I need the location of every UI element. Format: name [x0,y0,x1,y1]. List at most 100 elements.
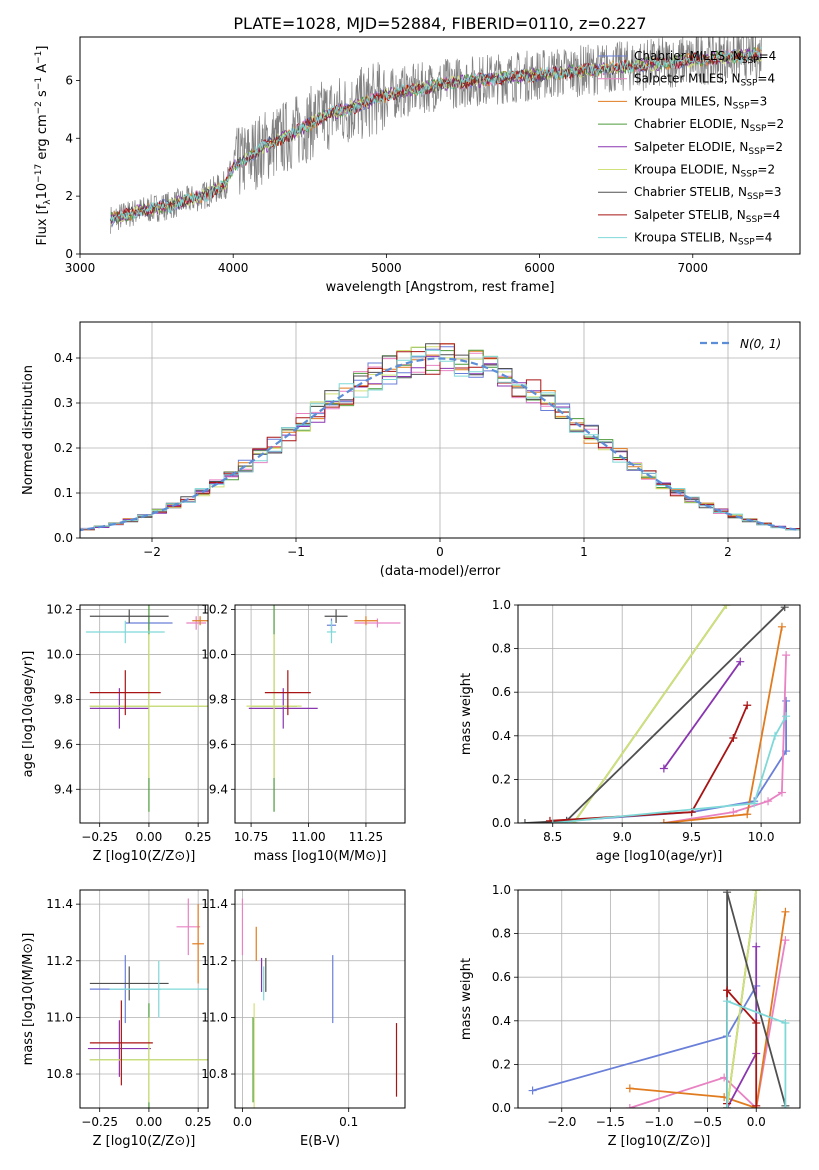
errorbar-point-kroupa-stelib [326,620,337,644]
legend-label-chabrier-miles: Chabrier MILES, NSSP=4 [634,49,776,66]
x-tick-label: 0.1 [339,1115,358,1129]
y-tick-label: 9.8 [54,692,73,706]
series-line [726,987,758,1106]
errorbar-point-chabrier-stelib [324,609,348,623]
tick-labels: −0.25 0.00 0.25 10.8 11.0 11.2 11.4 [46,897,211,1129]
legend-label-normal: N(0, 1) [740,337,781,351]
spectrum-panel: 3000 4000 5000 6000 7000 0 2 4 6 wavelength [Angs… [34,36,801,295]
x-tick-label: 0.25 [185,830,212,844]
series-marker [781,1104,790,1108]
x-tick-label: 9.0 [613,830,632,844]
x-axis-label: (data-model)/error [380,564,501,579]
series-kroupa-elodie [723,890,761,1108]
errorbar-point-salpeter-miles [186,616,207,630]
plot-frame [79,604,209,824]
series-line [663,626,783,823]
plot-frame [517,604,801,824]
series-chabrier-stelib [520,605,789,823]
x-axis-label: age [log10(age/yr)] [596,849,723,864]
series-marker [736,657,745,666]
plot-frame [79,36,801,255]
x-axis-label: Z [log10(Z/Z⊙)] [608,1134,711,1149]
series-line [629,911,787,1108]
series-marker [752,890,761,894]
x-tick-label: 0.25 [185,1115,212,1129]
series-marker [764,797,773,806]
x-tick-label: −2.0 [547,1115,576,1129]
y-tick-label: 11.2 [46,954,73,968]
errorbar-point-salpeter-elodie [248,688,318,729]
series-line [532,985,757,1092]
series-kroupa-miles [659,622,786,823]
y-tick-label: 10.8 [46,1067,73,1081]
y-axis-label: age [log10(age/yr)] [21,651,36,778]
y-tick-label: 0.2 [54,441,73,455]
errorbar-point-salpeter-stelib [264,670,311,716]
y-tick-label: 6 [65,73,73,87]
plot-frame [234,889,406,1109]
tick-labels: −0.25 0.00 0.25 9.4 9.6 9.8 10.0 10.2 [46,602,211,844]
legend-label-chabrier-elodie: Chabrier ELODIE, NSSP=2 [634,117,784,134]
x-tick-label: 9.5 [682,830,701,844]
legend-label-kroupa-miles: Kroupa MILES, NSSP=3 [634,94,767,111]
legend-label-salpeter-elodie: Salpeter ELODIE, NSSP=2 [634,140,783,157]
errorbar-point-salpeter-elodie [87,1020,151,1077]
series-marker [752,1018,761,1027]
x-axis-label: Z [log10(Z/Z⊙)] [93,1134,196,1149]
y-axis-label: mass weight [459,958,474,1040]
x-axis-label: mass [log10(M/M⊙)] [254,849,387,864]
tick-labels: −2 −1 0 1 2 0.0 0.1 0.2 0.3 0.4 [54,351,732,559]
y-tick-label: 9.6 [54,737,73,751]
y-axis-label: Flux [fλ10−17 erg cm−2 s−1 A−1] [34,46,53,246]
series-line [524,606,786,823]
x-tick-label: 0.0 [747,1115,766,1129]
errorbar-point-kroupa-miles [354,616,378,626]
mass-weight-vs-age-panel: 8.5 9.0 9.5 10.0 0.0 0.2 0.4 0.6 0.8 1.0 age [log1… [459,598,801,864]
y-tick-label: 11.4 [201,897,228,911]
series-line [572,605,728,823]
errorbar-point-kroupa-elodie [89,634,208,779]
x-axis-label: Z [log10(Z/Z⊙)] [93,849,196,864]
series-marker [520,819,529,823]
series-marker [723,890,732,897]
series-salpeter-elodie [723,942,761,1108]
y-tick-label: 0.2 [492,772,511,786]
y-tick-label: 2 [65,189,73,203]
histogram-kroupa-stelib [80,349,800,532]
y-tick-label: 10.0 [46,647,73,661]
y-tick-label: 0.8 [492,927,511,941]
y-tick-label: 0.6 [492,685,511,699]
spectrum-legend: Chabrier MILES, NSSP=4 Salpeter MILES, NS… [598,49,784,248]
y-tick-label: 0.6 [492,970,511,984]
y-tick-label: 10.2 [201,602,228,616]
y-tick-label: 0.4 [492,729,511,743]
y-axis-label: mass [log10(M/M⊙)] [21,933,36,1066]
series-marker [659,764,668,773]
errorbar-point-kroupa-stelib [109,960,208,1018]
tick-labels: 10.75 11.00 11.25 9.4 9.6 9.8 10.0 10.2 [201,602,383,844]
series-marker [781,936,790,945]
series-marker [659,819,668,823]
y-tick-label: 10.0 [201,647,228,661]
x-tick-label: 1 [580,545,588,559]
series-marker [729,733,738,742]
x-tick-label: −0.5 [693,1115,722,1129]
grid-lines [518,889,800,1109]
residuals-histogram-panel: −2 −1 0 1 2 0.0 0.1 0.2 0.3 0.4 (data-model)/error… [21,321,801,579]
series-marker [781,907,790,916]
series-marker [780,605,789,612]
legend-label-salpeter-miles: Salpeter MILES, NSSP=4 [634,72,775,89]
y-tick-label: 0.8 [492,642,511,656]
x-tick-label: 6000 [524,261,555,275]
x-tick-label: −1 [287,545,305,559]
series-line [663,661,742,770]
y-tick-label: 11.0 [46,1010,73,1024]
y-tick-label: 0.4 [54,351,73,365]
y-tick-label: 9.8 [209,692,228,706]
tick-labels: 0.0 0.1 10.8 11.0 11.2 11.4 [201,897,358,1129]
series-marker [723,986,732,995]
plot-frame [79,321,801,539]
series-marker [743,701,752,710]
y-axis-label: mass weight [459,673,474,755]
grid-lines [80,605,208,823]
